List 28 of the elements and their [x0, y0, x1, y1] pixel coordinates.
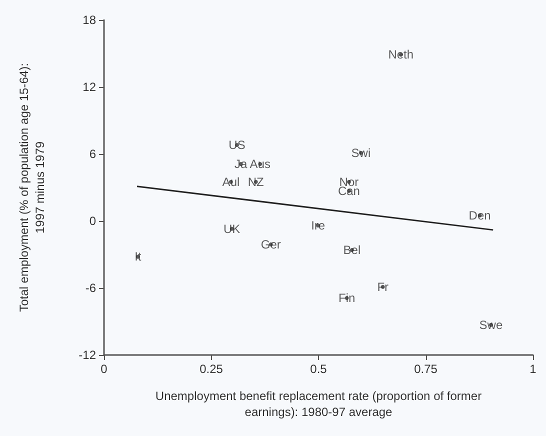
- x-tick-label: 0.25: [200, 362, 224, 376]
- y-tick-label: 18: [82, 13, 96, 27]
- y-tick-label: -12: [78, 348, 96, 362]
- series-label: UK: [224, 222, 240, 236]
- series-label: Swi: [351, 146, 371, 160]
- series-label: Aus: [250, 157, 270, 172]
- series-label: NZ: [248, 174, 264, 189]
- x-tick-label: 1: [530, 362, 537, 376]
- series-label: Swe: [479, 318, 503, 332]
- series-label: Fr: [377, 280, 389, 294]
- series-label: Bel: [343, 243, 361, 258]
- y-axis-title: Total employment (% of population age 15-64): 1997 minus 1979: [17, 63, 47, 312]
- series-label: Den: [468, 208, 491, 222]
- y-tick-label: 0: [89, 214, 96, 228]
- x-tick-label: 0.5: [310, 362, 328, 376]
- series-label: US: [228, 138, 246, 152]
- series-label: Ire: [311, 218, 326, 232]
- series-label: Ger: [260, 237, 281, 252]
- x-tick-label: 0.75: [414, 362, 438, 376]
- series-label: Ja: [234, 157, 248, 172]
- series-label: Fin: [338, 291, 356, 306]
- x-tick-label: 0: [100, 362, 108, 376]
- series-label: Neth: [388, 48, 414, 62]
- y-tick-label: 6: [89, 147, 96, 161]
- series-label: Aul: [222, 174, 240, 189]
- y-tick-label: -6: [85, 281, 96, 295]
- y-tick-label: 12: [82, 80, 96, 94]
- x-axis-title: Unemployment benefit replacement rate (proportion of former earnings): 1980-97 average: [155, 389, 482, 419]
